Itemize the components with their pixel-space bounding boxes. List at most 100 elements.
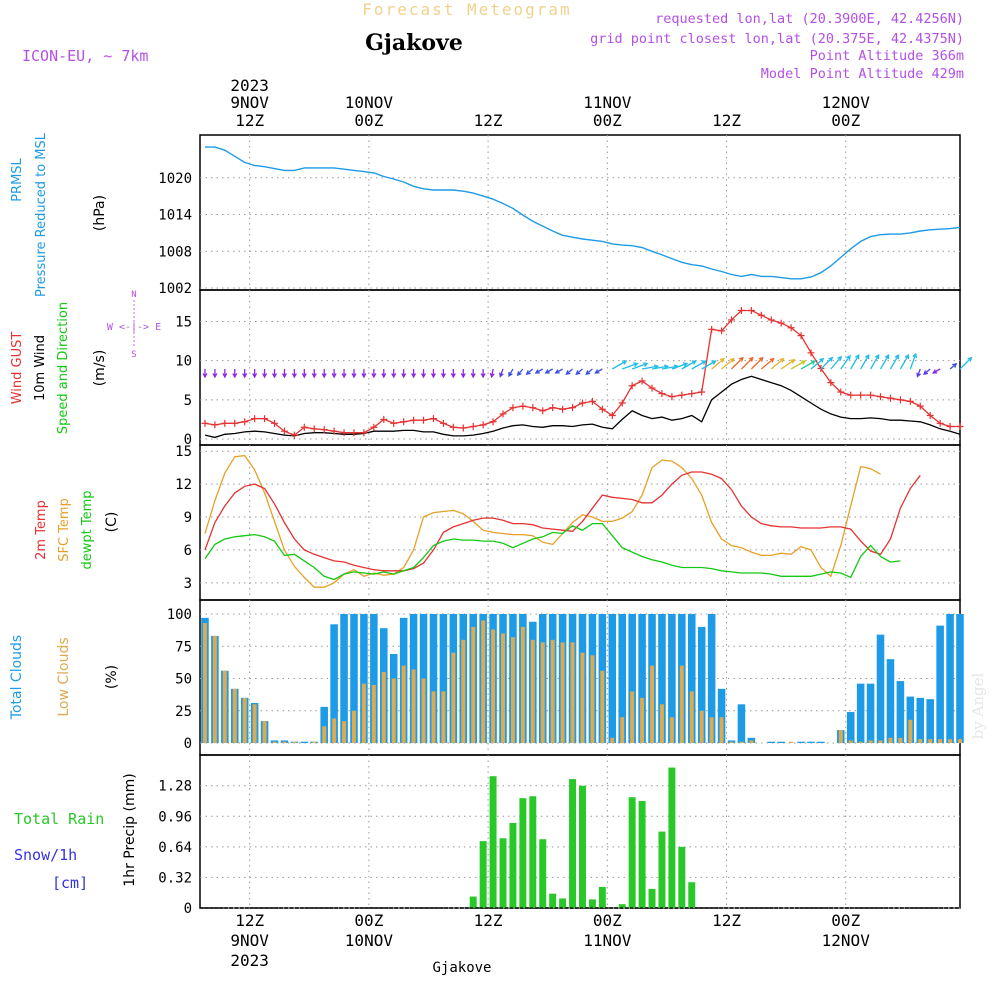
- top-date-label: 11NOV: [583, 93, 632, 112]
- low-cloud-bar: [322, 726, 327, 743]
- rain-bar: [628, 797, 636, 908]
- gust-marker: [708, 325, 716, 333]
- gust-marker: [320, 426, 328, 434]
- bottom-year-label: 2023: [230, 951, 269, 970]
- gust-marker: [410, 416, 418, 424]
- grid-point-coords: grid point closest lon,lat (20.375E, 42.…: [590, 31, 964, 47]
- total-rain-label: Total Rain: [14, 810, 104, 828]
- top-year-label: 2023: [230, 76, 269, 95]
- wind-direction-arrow: [202, 369, 208, 379]
- wind-direction-arrow: [790, 360, 807, 370]
- low-cloud-bar: [421, 678, 426, 743]
- gust-marker: [231, 419, 239, 427]
- wind-direction-arrow: [212, 369, 218, 379]
- gust-marker: [956, 422, 964, 430]
- y-tick-label: 5: [184, 393, 192, 409]
- top-hour-label: 12Z: [474, 111, 503, 130]
- wind-direction-arrow: [331, 369, 337, 379]
- low-cloud-bar: [242, 697, 247, 743]
- bottom-hour-label: 12Z: [235, 911, 264, 930]
- y-tick-label: 0: [184, 736, 192, 752]
- wind-speed-label: 10m Wind: [33, 335, 48, 401]
- gust-marker: [310, 425, 318, 433]
- total-cloud-bar: [767, 741, 776, 743]
- total-cloud-bar: [360, 614, 368, 743]
- low-cloud-bar: [441, 691, 446, 743]
- y-tick-label: 0: [184, 901, 192, 917]
- gust-marker: [400, 418, 408, 426]
- total-cloud-bar: [668, 614, 676, 743]
- gust-marker: [638, 377, 646, 385]
- gust-marker: [797, 332, 805, 340]
- y-tick-label: 15: [175, 444, 192, 460]
- gust-marker: [767, 316, 775, 324]
- low-cloud-bar: [332, 718, 337, 743]
- model-altitude: Model Point Altitude 429m: [761, 66, 964, 82]
- total-cloud-bar: [797, 741, 805, 743]
- rain-bar: [618, 904, 626, 908]
- wind-direction-arrow: [949, 362, 958, 370]
- gust-marker: [300, 423, 308, 431]
- wind-direction-arrow: [840, 354, 851, 370]
- low-cloud-bar: [689, 691, 694, 743]
- low-cloud-bar: [222, 670, 227, 743]
- wind-direction-arrow: [544, 368, 554, 374]
- low-cloud-bar: [590, 655, 595, 743]
- wind-direction-arrow: [242, 369, 248, 379]
- gust-marker: [588, 397, 596, 405]
- total-cloud-bar: [370, 614, 378, 743]
- y-tick-label: 1.28: [158, 779, 192, 795]
- wind-direction-arrow: [800, 360, 817, 370]
- total-cloud-bar: [270, 740, 279, 743]
- gust-marker: [241, 418, 249, 426]
- low-cloud-bar: [212, 635, 217, 743]
- y-tick-label: 10: [175, 354, 192, 370]
- wind-direction-arrow: [701, 360, 717, 370]
- wind-direction-arrow: [281, 369, 287, 379]
- y-tick-label: 1008: [158, 244, 192, 260]
- wind-direction-arrow: [508, 368, 514, 378]
- wind-direction-label: Speed and Direction: [56, 302, 71, 434]
- gust-marker: [926, 412, 934, 419]
- compass-label: W <-|-> E: [107, 322, 161, 333]
- rain-bar: [688, 882, 696, 908]
- low-cloud-bar: [739, 741, 744, 743]
- low-cloud-bar: [719, 717, 724, 743]
- top-date-label: 12NOV: [822, 93, 871, 112]
- rain-bar: [588, 899, 596, 908]
- total-cloud-bar: [628, 614, 636, 743]
- low-cloud-bar: [908, 719, 913, 743]
- gust-marker: [847, 391, 855, 399]
- gust-marker: [469, 422, 477, 430]
- low-cloud-bar: [471, 626, 476, 743]
- gust-marker: [559, 405, 567, 413]
- total-cloud-bar: [856, 683, 865, 743]
- low-cloud-bar: [789, 741, 794, 743]
- total-cloud-bar: [658, 614, 666, 743]
- gust-marker: [261, 415, 269, 423]
- rain-bar: [579, 785, 586, 908]
- top-hour-label: 12Z: [712, 111, 741, 130]
- wind-direction-arrow: [525, 368, 534, 376]
- wind-direction-arrow: [460, 369, 466, 379]
- low-cloud-bar: [858, 741, 863, 743]
- low-cloud-bar: [570, 642, 575, 743]
- total-cloud-bar: [926, 699, 934, 743]
- wind-direction-arrow: [820, 356, 834, 370]
- total-cloud-bar: [807, 741, 815, 743]
- low-cloud-bar: [898, 737, 903, 743]
- low-cloud-bar: [202, 623, 207, 743]
- gust-marker: [896, 396, 904, 404]
- gust-marker: [916, 402, 924, 410]
- wind-direction-arrow: [611, 360, 628, 370]
- temp-2m-line: [204, 471, 921, 572]
- total-cloud-bar: [946, 614, 954, 743]
- wind-direction-arrow: [272, 369, 277, 379]
- y-tick-label: 6: [184, 543, 192, 559]
- wind-direction-arrow: [321, 369, 327, 379]
- wind-direction-arrow: [870, 353, 880, 370]
- y-tick-label: 0: [184, 432, 192, 448]
- wind-direction-arrow: [671, 362, 689, 370]
- gust-marker: [737, 307, 745, 315]
- prmsl-label: PRMSL: [10, 157, 25, 201]
